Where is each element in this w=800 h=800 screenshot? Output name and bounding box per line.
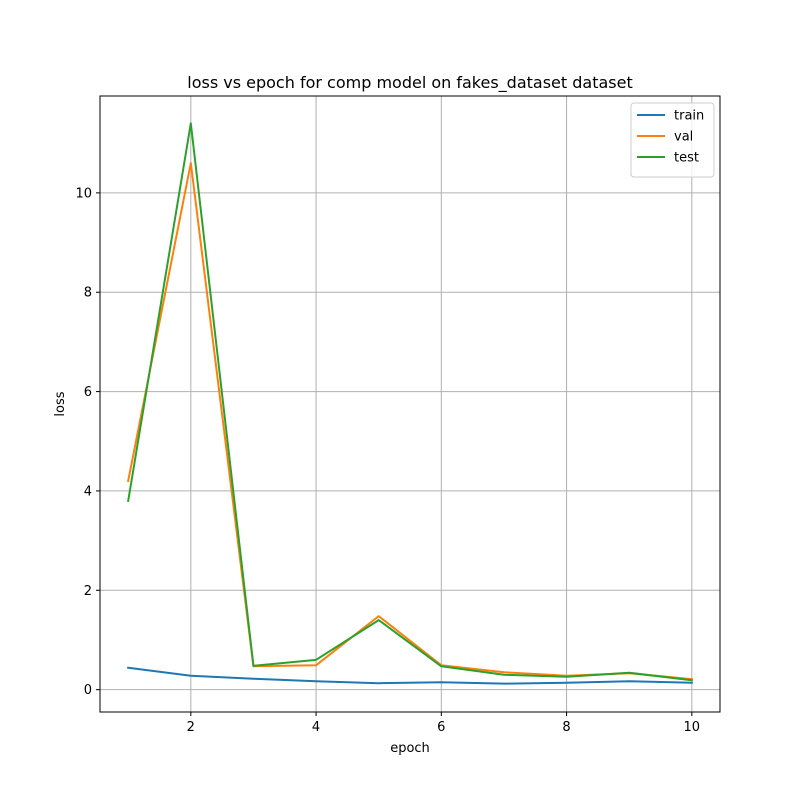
y-axis-label: loss: [53, 391, 68, 416]
legend-label-val: val: [674, 130, 693, 145]
ticks-layer: 2 4 6 8 10 0 2 4 6 8 10: [75, 186, 700, 735]
x-tick-label: 6: [437, 720, 445, 735]
legend: train val test: [630, 102, 715, 178]
y-tick-label: 8: [84, 286, 92, 301]
legend-label-train: train: [674, 109, 704, 124]
series-line-test: [127, 122, 693, 682]
grid-layer: [100, 96, 720, 712]
y-tick-label: 4: [84, 484, 92, 499]
legend-label-test: test: [674, 151, 699, 166]
x-axis-label: epoch: [390, 741, 430, 756]
series-line-train: [127, 666, 693, 685]
y-tick-label: 2: [84, 584, 92, 599]
chart-title: loss vs epoch for comp model on fakes_da…: [187, 73, 633, 93]
series-line-val: [127, 162, 693, 681]
legend-box: [630, 102, 715, 178]
y-tick-label: 0: [84, 683, 92, 698]
x-tick-label: 2: [187, 720, 195, 735]
x-tick-label: 8: [562, 720, 570, 735]
y-tick-label: 10: [75, 186, 92, 201]
y-tick-label: 6: [84, 385, 92, 400]
plot-area-frame: [99, 95, 721, 713]
x-tick-label: 4: [312, 720, 320, 735]
x-tick-label: 10: [684, 720, 701, 735]
series-layer: [127, 122, 693, 685]
